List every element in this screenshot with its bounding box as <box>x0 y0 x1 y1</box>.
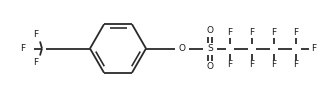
Text: S: S <box>207 44 213 53</box>
Text: F: F <box>227 28 233 37</box>
Text: F: F <box>20 44 25 53</box>
Text: F: F <box>33 30 38 39</box>
Text: O: O <box>207 26 214 35</box>
Text: F: F <box>312 44 317 53</box>
Text: O: O <box>207 62 214 71</box>
Text: F: F <box>294 60 298 69</box>
Text: F: F <box>294 28 298 37</box>
Text: F: F <box>249 60 255 69</box>
Text: F: F <box>249 28 255 37</box>
Text: F: F <box>272 60 277 69</box>
Text: F: F <box>227 60 233 69</box>
Text: F: F <box>33 58 38 67</box>
Text: F: F <box>272 28 277 37</box>
Text: O: O <box>178 44 186 53</box>
